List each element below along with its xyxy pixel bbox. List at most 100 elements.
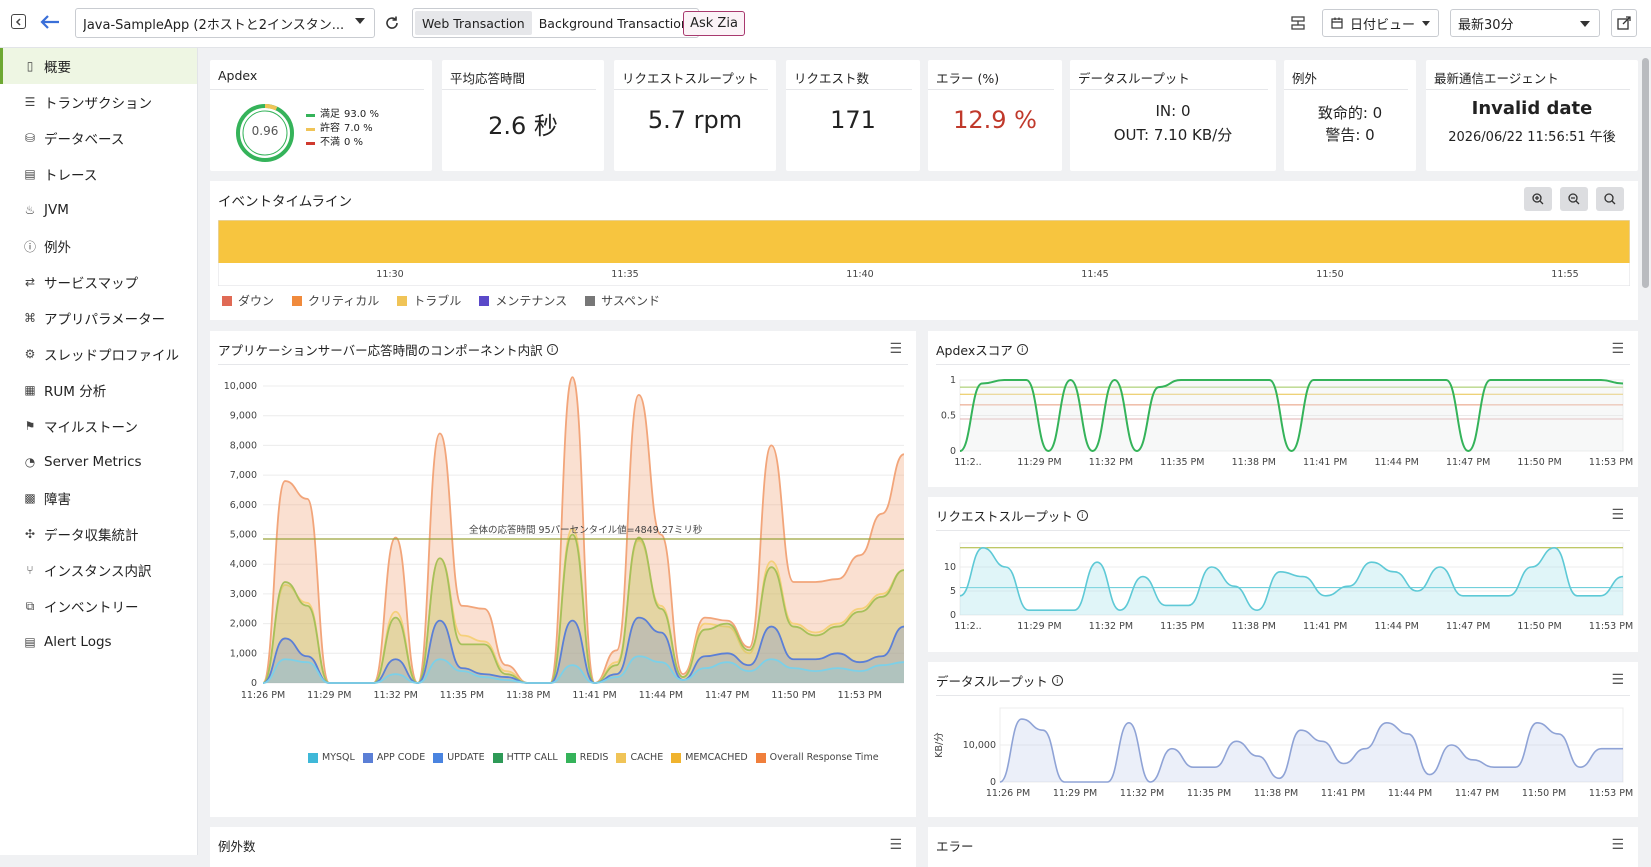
time-range-value: 最新30分 (1458, 17, 1514, 33)
hamburger-menu-icon[interactable]: ☰ (889, 341, 902, 357)
errors-title: エラー (936, 839, 974, 854)
apdex-card[interactable]: Apdex 0.96 満足 93.0 % 許容 7.0 % 不満 0 % (210, 60, 432, 171)
hamburger-menu-icon[interactable]: ☰ (1611, 341, 1624, 357)
hamburger-menu-icon[interactable]: ☰ (1611, 507, 1624, 523)
sidebar-item-label: サービスマップ (44, 276, 139, 292)
agent-card[interactable]: 最新通信エージェント Invalid date 2026/06/22 11:56… (1426, 60, 1638, 171)
x-tick: 11:41 PM (1303, 457, 1347, 468)
scrollbar[interactable] (1642, 58, 1649, 288)
sidebar-item-4[interactable]: ♨ JVM (0, 192, 197, 228)
error-rate-card[interactable]: エラー (%) 12.9 % (928, 60, 1062, 171)
throughput-card[interactable]: リクエストスループット 5.7 rpm (614, 60, 776, 171)
legend-label: サスペンド (601, 294, 660, 308)
request-throughput-title: リクエストスループット (936, 509, 1073, 524)
sidebar-item-8[interactable]: ⚙ スレッドプロファイル (0, 336, 197, 372)
sidebar-item-12[interactable]: ▩ 障害 (0, 480, 197, 516)
apdex-donut (236, 104, 294, 162)
zoom-reset-button[interactable] (1596, 187, 1624, 211)
chart-legend-item[interactable]: MEMCACHED (671, 752, 748, 763)
sidebar-item-2[interactable]: ⛁ データベース (0, 120, 197, 156)
hamburger-menu-icon[interactable]: ☰ (1611, 672, 1624, 688)
chart-legend-item[interactable]: MYSQL (308, 752, 355, 763)
chart-legend-item[interactable]: APP CODE (362, 752, 425, 763)
sidebar-item-14[interactable]: ⑂ インスタンス内訳 (0, 552, 197, 588)
sidebar-item-9[interactable]: ▦ RUM 分析 (0, 372, 197, 408)
collapse-sidebar-button[interactable] (11, 14, 26, 29)
export-button[interactable] (1611, 9, 1637, 37)
info-icon[interactable]: i (546, 344, 558, 355)
legend-label: MEMCACHED (685, 752, 748, 763)
sidebar-item-16[interactable]: ▤ Alert Logs (0, 624, 197, 660)
legend-label: ダウン (238, 294, 275, 308)
sidebar-item-0[interactable]: ▯ 概要 (0, 48, 197, 84)
time-range-select[interactable]: 最新30分 (1450, 9, 1600, 37)
legend-swatch (222, 295, 232, 306)
sidebar-item-13[interactable]: ✣ データ収集統計 (0, 516, 197, 552)
thread-icon: ⚙ (24, 347, 36, 361)
sidebar-item-label: インスタンス内訳 (44, 564, 152, 580)
info-icon[interactable]: i (1076, 510, 1088, 521)
chart-legend-item[interactable]: HTTP CALL (492, 752, 558, 763)
chart-legend-item[interactable]: Overall Response Time (755, 752, 879, 763)
chart-legend-item[interactable]: CACHE (616, 752, 663, 763)
breakdown-legend: MYSQL APP CODE UPDATE HTTP CALL REDIS CACHE ME… (308, 752, 887, 763)
overview-icon: ▯ (26, 59, 34, 73)
transaction-type-tabs: Web Transaction Background Transaction (412, 8, 699, 38)
timeline-title: イベントタイムライン (218, 194, 353, 210)
info-icon[interactable]: i (1051, 675, 1063, 686)
apdex-card-title: Apdex (210, 60, 424, 90)
sidebar-item-1[interactable]: ☰ トランザクション (0, 84, 197, 120)
layout-button[interactable] (1288, 13, 1308, 33)
sidebar-item-3[interactable]: ▤ トレース (0, 156, 197, 192)
refresh-button[interactable] (383, 14, 401, 32)
sidebar-item-5[interactable]: ⓘ 例外 (0, 228, 197, 264)
tab-web-transaction[interactable]: Web Transaction (415, 11, 532, 35)
date-view-select[interactable]: 日付ビュー (1322, 9, 1439, 37)
chart-legend-item[interactable]: REDIS (565, 752, 608, 763)
data-throughput-in: IN: 0 (1155, 102, 1191, 120)
sidebar: ▯ 概要 ☰ トランザクション ⛁ データベース ▤ トレース ♨ JVM ⓘ 例外 ⇄ サービスマップ ⌘… (0, 48, 198, 855)
param-icon: ⌘ (24, 311, 36, 325)
timeline-legend-item[interactable]: トラブル (397, 292, 461, 309)
sidebar-item-15[interactable]: ⧉ インベントリー (0, 588, 197, 624)
sidebar-item-7[interactable]: ⌘ アプリパラメーター (0, 300, 197, 336)
apdex-legend-value: 7.0 % (344, 123, 373, 134)
x-tick: 11:26 PM (241, 690, 285, 701)
timeline-legend-item[interactable]: クリティカル (292, 292, 379, 309)
caret-down-icon (1580, 21, 1590, 27)
apdex-legend-item: 許容 7.0 % (306, 122, 379, 136)
app-selector[interactable]: Java-SampleApp (2ホストと2インスタン... (75, 8, 375, 38)
zoom-out-button[interactable] (1560, 187, 1588, 211)
rum-icon: ▦ (24, 383, 36, 397)
series-area (960, 547, 1623, 615)
timeline-tick: 11:30 (376, 269, 403, 280)
back-button[interactable] (38, 10, 62, 34)
timeline-legend-item[interactable]: ダウン (222, 292, 274, 309)
timeline-tick: 11:45 (1081, 269, 1108, 280)
sidebar-item-6[interactable]: ⇄ サービスマップ (0, 264, 197, 300)
y-tick: 10,000 (963, 740, 996, 751)
request-count-card[interactable]: リクエスト数 171 (786, 60, 920, 171)
chart-legend-item[interactable]: UPDATE (433, 752, 485, 763)
avg-response-card[interactable]: 平均応答時間 2.6 秒 (442, 60, 604, 171)
sidebar-item-11[interactable]: ◔ Server Metrics (0, 444, 197, 480)
sidebar-item-10[interactable]: ⚑ マイルストーン (0, 408, 197, 444)
hamburger-menu-icon[interactable]: ☰ (889, 837, 902, 853)
sidebar-item-label: トランザクション (44, 96, 152, 112)
exceptions-card[interactable]: 例外 致命的: 0 警告: 0 (1284, 60, 1416, 171)
data-throughput-card[interactable]: データスループット IN: 0 OUT: 7.10 KB/分 (1070, 60, 1276, 171)
info-icon[interactable]: i (1016, 344, 1028, 355)
zoom-in-button[interactable] (1524, 187, 1552, 211)
x-tick: 11:35 PM (1160, 457, 1204, 468)
legend-label: UPDATE (447, 752, 485, 763)
ask-zia-button[interactable]: Ask Zia (683, 11, 745, 36)
timeline-legend-item[interactable]: サスペンド (585, 292, 660, 309)
timeline-tick: 11:55 (1551, 269, 1578, 280)
sidebar-item-label: Alert Logs (44, 634, 112, 650)
apdex-legend-item: 満足 93.0 % (306, 108, 379, 122)
timeline-legend-item[interactable]: メンテナンス (479, 292, 567, 309)
agent-status: Invalid date (1471, 98, 1593, 119)
tab-background-transaction[interactable]: Background Transaction (538, 15, 689, 31)
hamburger-menu-icon[interactable]: ☰ (1611, 837, 1624, 853)
exceptions-fatal: 致命的: 0 (1317, 104, 1383, 122)
